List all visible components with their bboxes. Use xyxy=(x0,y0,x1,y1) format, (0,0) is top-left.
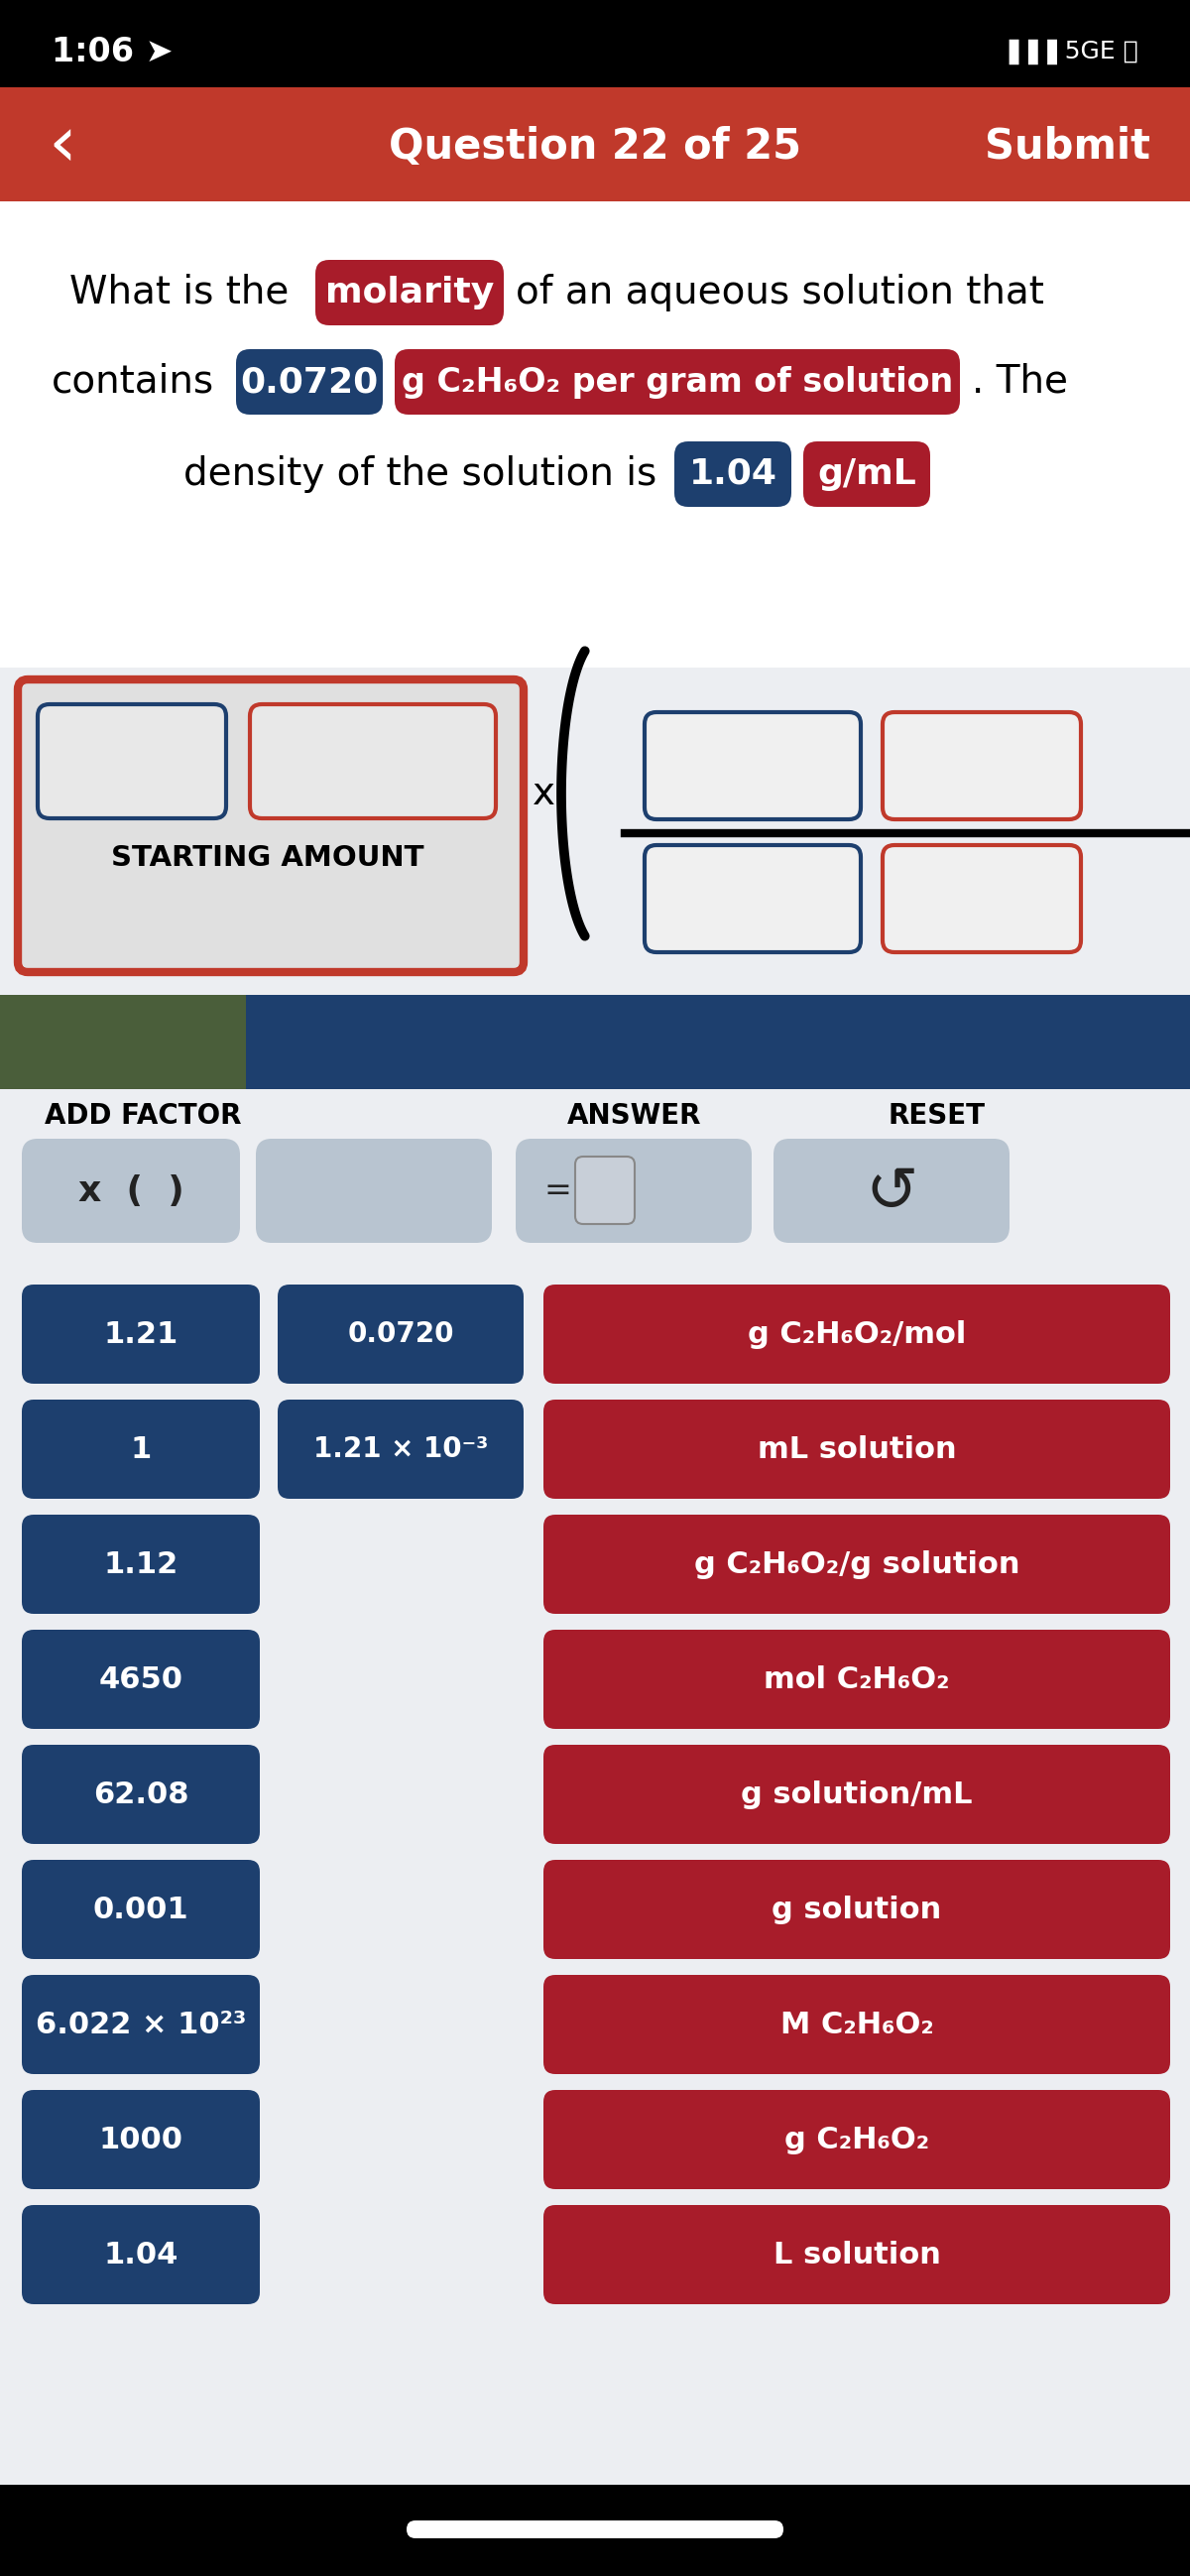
FancyBboxPatch shape xyxy=(21,1976,259,2074)
FancyBboxPatch shape xyxy=(883,845,1081,953)
Text: of an aqueous solution that: of an aqueous solution that xyxy=(515,273,1044,312)
Text: 0.0720: 0.0720 xyxy=(347,1321,453,1347)
Text: L solution: L solution xyxy=(774,2241,940,2269)
FancyBboxPatch shape xyxy=(544,1285,1170,1383)
FancyBboxPatch shape xyxy=(21,1631,259,1728)
Text: ↺: ↺ xyxy=(865,1162,917,1224)
FancyBboxPatch shape xyxy=(21,1399,259,1499)
FancyBboxPatch shape xyxy=(803,440,931,507)
Text: density of the solution is: density of the solution is xyxy=(183,456,657,492)
Text: ANSWER: ANSWER xyxy=(568,1103,702,1131)
FancyBboxPatch shape xyxy=(21,1515,259,1613)
FancyBboxPatch shape xyxy=(544,1515,1170,1613)
Text: x: x xyxy=(532,775,555,811)
FancyBboxPatch shape xyxy=(21,1860,259,1958)
FancyBboxPatch shape xyxy=(544,2089,1170,2190)
Text: g C₂H₆O₂ per gram of solution: g C₂H₆O₂ per gram of solution xyxy=(401,366,953,399)
Text: . The: . The xyxy=(972,363,1069,402)
FancyBboxPatch shape xyxy=(544,1631,1170,1728)
Text: 1: 1 xyxy=(130,1435,151,1463)
Text: 1:06 ➤: 1:06 ➤ xyxy=(51,36,174,67)
Text: =: = xyxy=(544,1175,571,1208)
FancyBboxPatch shape xyxy=(250,703,496,819)
FancyBboxPatch shape xyxy=(645,845,860,953)
Bar xyxy=(0,667,1190,994)
Text: mol C₂H₆O₂: mol C₂H₆O₂ xyxy=(764,1664,950,1692)
FancyBboxPatch shape xyxy=(18,680,524,971)
FancyBboxPatch shape xyxy=(883,711,1081,819)
FancyBboxPatch shape xyxy=(236,350,383,415)
FancyBboxPatch shape xyxy=(544,1399,1170,1499)
Text: ‹: ‹ xyxy=(48,113,76,180)
FancyBboxPatch shape xyxy=(395,350,960,415)
FancyBboxPatch shape xyxy=(21,1139,240,1242)
FancyBboxPatch shape xyxy=(774,1139,1009,1242)
Bar xyxy=(0,88,1190,201)
FancyBboxPatch shape xyxy=(38,703,226,819)
Bar xyxy=(0,0,1190,88)
Text: g solution: g solution xyxy=(772,1896,941,1924)
FancyBboxPatch shape xyxy=(21,1744,259,1844)
FancyBboxPatch shape xyxy=(675,440,791,507)
Bar xyxy=(246,994,1190,1090)
FancyBboxPatch shape xyxy=(515,1139,752,1242)
FancyBboxPatch shape xyxy=(575,1157,634,1224)
Text: STARTING AMOUNT: STARTING AMOUNT xyxy=(112,845,424,871)
Bar xyxy=(0,1090,1190,1278)
FancyBboxPatch shape xyxy=(21,2089,259,2190)
FancyBboxPatch shape xyxy=(407,2519,783,2537)
FancyBboxPatch shape xyxy=(544,2205,1170,2303)
FancyBboxPatch shape xyxy=(277,1285,524,1383)
Text: g solution/mL: g solution/mL xyxy=(741,1780,972,1808)
Text: 62.08: 62.08 xyxy=(93,1780,189,1808)
Text: 1.04: 1.04 xyxy=(104,2241,178,2269)
Text: contains: contains xyxy=(51,363,214,402)
Text: g C₂H₆O₂/mol: g C₂H₆O₂/mol xyxy=(747,1319,966,1347)
Text: M C₂H₆O₂: M C₂H₆O₂ xyxy=(781,2009,933,2038)
FancyBboxPatch shape xyxy=(544,1976,1170,2074)
Text: 0.0720: 0.0720 xyxy=(240,366,378,399)
Text: g C₂H₆O₂: g C₂H₆O₂ xyxy=(784,2125,929,2154)
Text: 1.12: 1.12 xyxy=(104,1551,178,1579)
Text: ▐▐▐ 5GE 🔋: ▐▐▐ 5GE 🔋 xyxy=(1000,39,1139,64)
FancyBboxPatch shape xyxy=(256,1139,491,1242)
Text: 6.022 × 10²³: 6.022 × 10²³ xyxy=(36,2009,246,2038)
FancyBboxPatch shape xyxy=(21,1285,259,1383)
Text: molarity: molarity xyxy=(325,276,494,309)
Text: 1000: 1000 xyxy=(99,2125,183,2154)
FancyBboxPatch shape xyxy=(21,2205,259,2303)
FancyBboxPatch shape xyxy=(277,1399,524,1499)
Text: 1.21: 1.21 xyxy=(104,1319,178,1347)
Bar xyxy=(0,2486,1190,2576)
Text: What is the: What is the xyxy=(69,273,289,312)
FancyBboxPatch shape xyxy=(544,1744,1170,1844)
Text: mL solution: mL solution xyxy=(757,1435,957,1463)
FancyBboxPatch shape xyxy=(544,1860,1170,1958)
Text: Submit: Submit xyxy=(985,126,1151,167)
Text: 1.21 × 10⁻³: 1.21 × 10⁻³ xyxy=(313,1435,488,1463)
Text: x  (  ): x ( ) xyxy=(79,1175,183,1208)
Bar xyxy=(0,201,1190,667)
Text: ADD FACTOR: ADD FACTOR xyxy=(45,1103,242,1131)
Text: 1.04: 1.04 xyxy=(689,459,777,492)
FancyBboxPatch shape xyxy=(315,260,503,325)
Bar xyxy=(0,994,246,1090)
Text: Question 22 of 25: Question 22 of 25 xyxy=(389,126,801,167)
FancyBboxPatch shape xyxy=(645,711,860,819)
Text: RESET: RESET xyxy=(889,1103,985,1131)
Text: g/mL: g/mL xyxy=(818,459,916,492)
Text: g C₂H₆O₂/g solution: g C₂H₆O₂/g solution xyxy=(694,1551,1020,1579)
Text: 4650: 4650 xyxy=(99,1664,183,1692)
Text: 0.001: 0.001 xyxy=(93,1896,189,1924)
